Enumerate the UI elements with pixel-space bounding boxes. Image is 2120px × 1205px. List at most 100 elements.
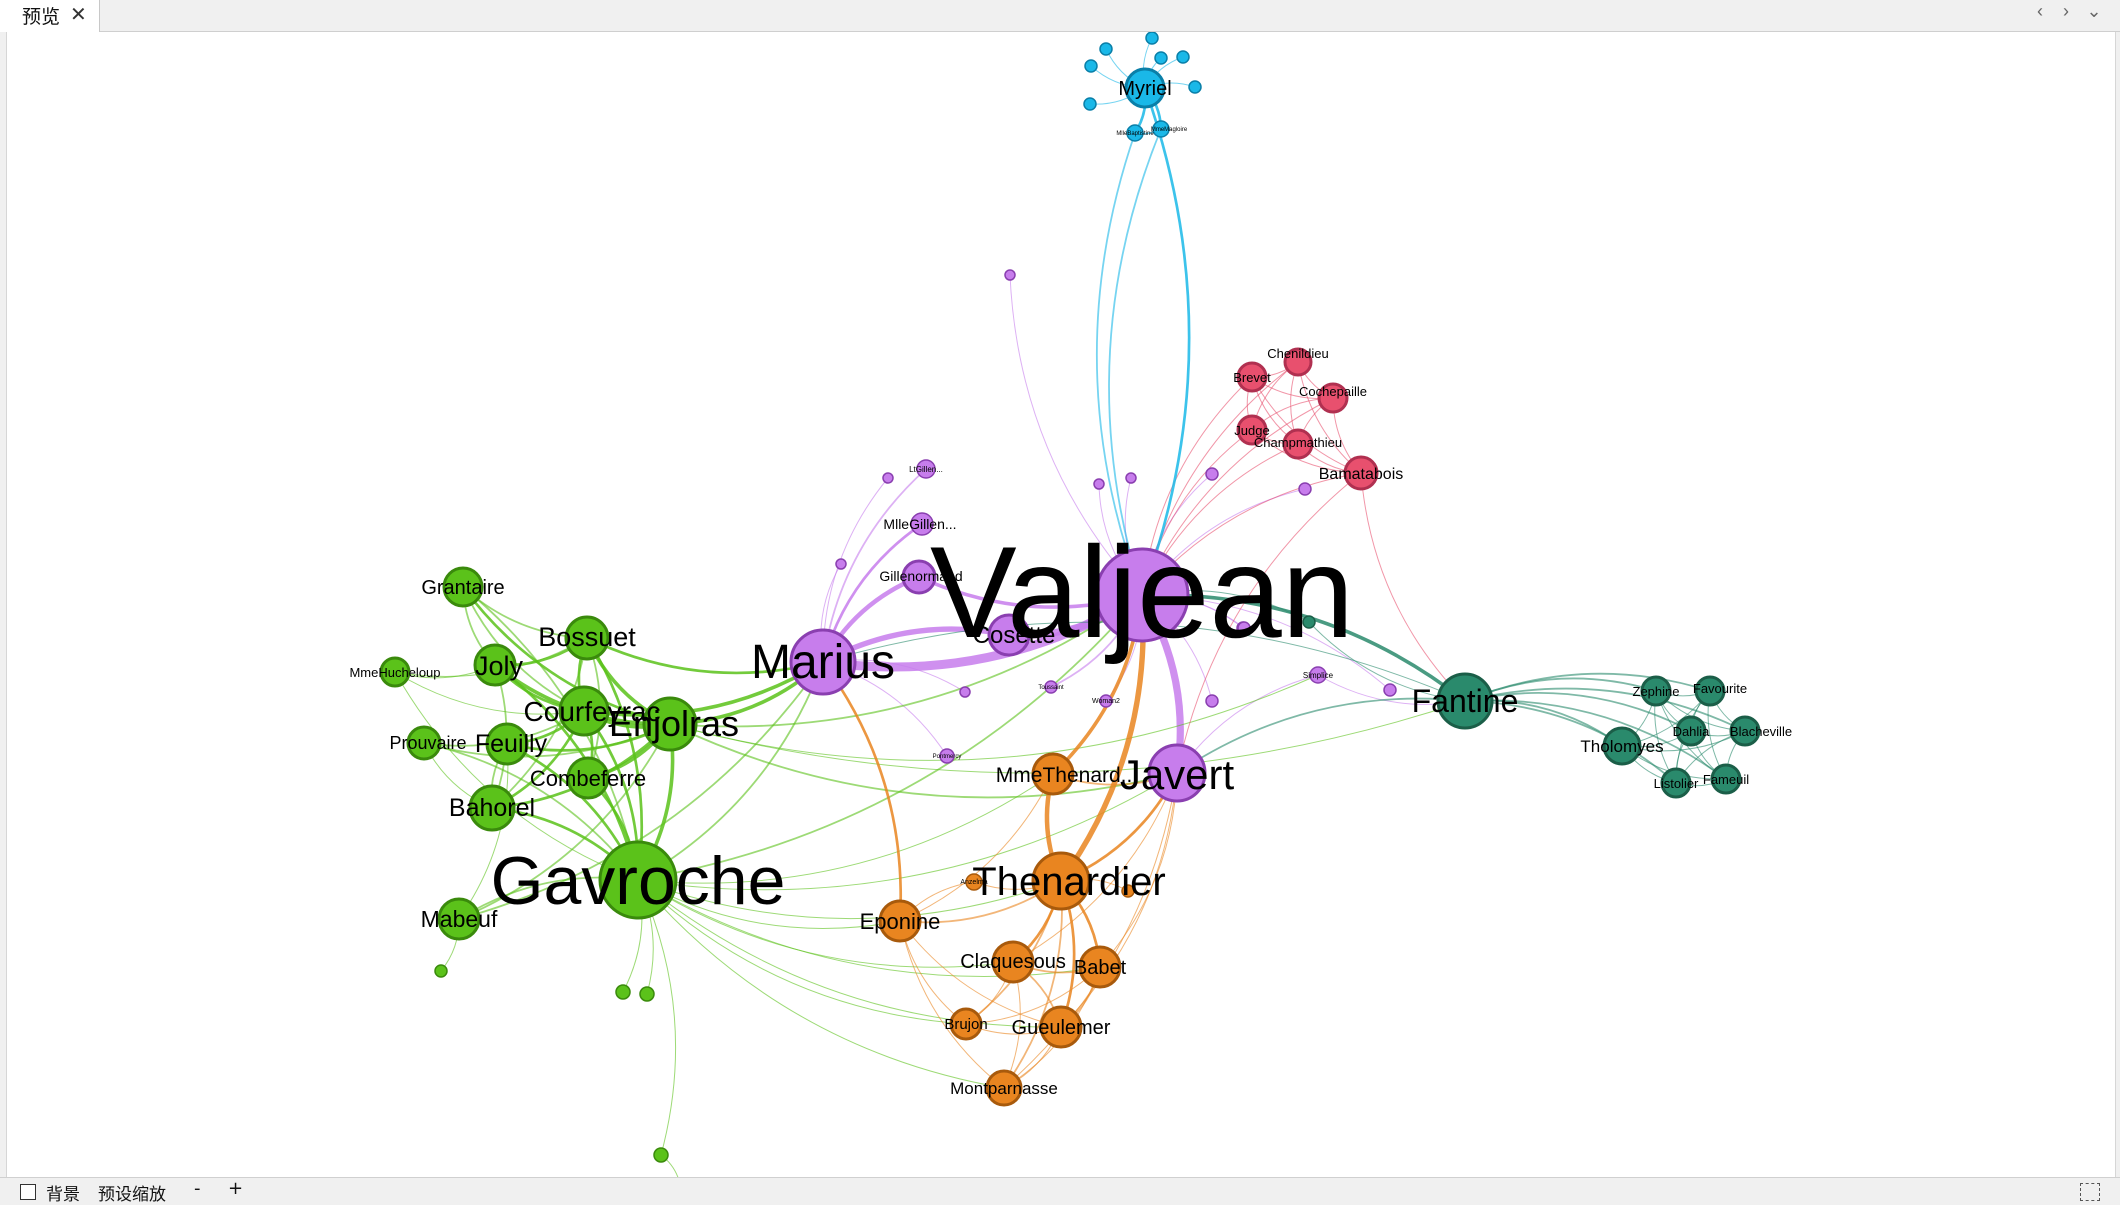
- node-pup2[interactable]: [1004, 269, 1016, 281]
- node-woman2[interactable]: [1099, 694, 1113, 708]
- node-pup7[interactable]: [1205, 694, 1219, 708]
- node-csm3[interactable]: [1176, 50, 1190, 64]
- node-csm6[interactable]: [1084, 59, 1098, 73]
- node-courfeyrac[interactable]: [558, 685, 610, 737]
- node-csm1[interactable]: [1099, 42, 1113, 56]
- node-gueulemer[interactable]: [1039, 1005, 1083, 1049]
- node-label-mlleb: MlleBaptistine: [1116, 131, 1154, 137]
- node-valjean[interactable]: [1094, 547, 1190, 643]
- node-brujon[interactable]: [949, 1007, 983, 1041]
- node-mabeuf[interactable]: [437, 897, 481, 941]
- node-pup6[interactable]: [959, 686, 971, 698]
- node-judge[interactable]: [1236, 414, 1268, 446]
- edge-eponine-marius: [821, 661, 902, 922]
- edge-chenildieu-bamatabois: [1297, 361, 1362, 474]
- edge-gavroche-claquesous: [637, 879, 1014, 968]
- node-label-enjolras: Enjolras: [609, 703, 739, 744]
- node-listolier[interactable]: [1660, 767, 1692, 799]
- node-label-mabeuf: Mabeuf: [421, 906, 498, 932]
- network-graph[interactable]: Valjean Marius Javert Cosette Gillenormand Ml…: [7, 32, 2115, 1177]
- chevron-down-icon[interactable]: ⌄: [2086, 1, 2102, 21]
- node-csm7[interactable]: [1154, 51, 1168, 65]
- node-osm1[interactable]: [1121, 884, 1135, 898]
- node-prouvaire[interactable]: [406, 725, 442, 761]
- node-pup12[interactable]: [1205, 467, 1219, 481]
- node-label-chenildieu: Chenildieu: [1267, 346, 1328, 361]
- background-checkbox[interactable]: [20, 1184, 36, 1200]
- node-favourite[interactable]: [1694, 675, 1726, 707]
- node-pup3[interactable]: [1093, 478, 1105, 490]
- node-simplice[interactable]: [1309, 666, 1327, 684]
- node-pup9[interactable]: [1298, 482, 1312, 496]
- node-ponmercy[interactable]: [939, 748, 955, 764]
- edge-eponine-gueulemer: [899, 920, 1062, 1028]
- node-myriel[interactable]: [1124, 67, 1166, 109]
- zoom-in-button[interactable]: +: [228, 1178, 244, 1199]
- node-label-valjean: Valjean: [930, 519, 1354, 665]
- node-cosette[interactable]: [987, 613, 1031, 657]
- node-brevet[interactable]: [1236, 361, 1268, 393]
- node-bossuet[interactable]: [564, 615, 610, 661]
- node-gillenormand[interactable]: [901, 559, 937, 595]
- node-toussaint[interactable]: [1044, 680, 1058, 694]
- node-mlleg[interactable]: [910, 512, 934, 536]
- edge-mmemag-valjean: [1108, 128, 1162, 596]
- chevron-left-icon[interactable]: ‹: [2037, 1, 2043, 21]
- node-mmehucheloup[interactable]: [379, 656, 411, 688]
- node-champmathieu[interactable]: [1282, 428, 1314, 460]
- node-tholomyes[interactable]: [1602, 726, 1642, 766]
- node-dahlia[interactable]: [1675, 715, 1707, 747]
- node-ltgil[interactable]: [916, 459, 936, 479]
- node-babet[interactable]: [1078, 945, 1122, 989]
- node-mmemag[interactable]: [1152, 120, 1170, 138]
- node-anzelma[interactable]: [965, 873, 983, 891]
- node-label-zephine: Zephine: [1633, 684, 1680, 699]
- node-pup1[interactable]: [882, 472, 894, 484]
- node-claquesous[interactable]: [991, 940, 1035, 984]
- fit-view-icon[interactable]: [2080, 1183, 2100, 1201]
- node-javert[interactable]: [1147, 743, 1207, 803]
- node-gsm3[interactable]: [639, 986, 655, 1002]
- node-gavroche[interactable]: [598, 840, 678, 920]
- node-combeferre[interactable]: [566, 756, 610, 800]
- node-fameuil[interactable]: [1710, 763, 1742, 795]
- node-csm4[interactable]: [1188, 80, 1202, 94]
- node-bamatabois[interactable]: [1343, 455, 1379, 491]
- node-pup10[interactable]: [1237, 621, 1251, 635]
- node-mlleb[interactable]: [1126, 124, 1144, 142]
- node-fantine[interactable]: [1436, 672, 1494, 730]
- close-icon[interactable]: ✕: [70, 4, 87, 26]
- node-grantaire[interactable]: [442, 566, 484, 608]
- node-thenardier[interactable]: [1031, 851, 1091, 911]
- node-csm2[interactable]: [1145, 32, 1159, 45]
- node-zephine[interactable]: [1640, 675, 1672, 707]
- zoom-out-button[interactable]: -: [194, 1178, 201, 1199]
- node-feuilly[interactable]: [485, 722, 529, 766]
- tab-preview[interactable]: 预览 ✕: [0, 0, 100, 32]
- preview-canvas[interactable]: Valjean Marius Javert Cosette Gillenormand Ml…: [6, 32, 2116, 1177]
- node-mmethenardier[interactable]: [1031, 752, 1075, 796]
- node-gsm2[interactable]: [615, 984, 631, 1000]
- node-blacheville[interactable]: [1729, 715, 1761, 747]
- node-pup4[interactable]: [1125, 472, 1137, 484]
- node-eponine[interactable]: [878, 899, 922, 943]
- node-chenildieu[interactable]: [1283, 347, 1313, 377]
- node-enjolras[interactable]: [642, 696, 698, 752]
- node-montparnasse[interactable]: [985, 1069, 1023, 1107]
- node-pup5[interactable]: [835, 558, 847, 570]
- node-label-gueulemer: Gueulemer: [1012, 1017, 1111, 1039]
- node-bahorel[interactable]: [468, 784, 516, 832]
- node-pup11[interactable]: [1383, 683, 1397, 697]
- node-gsm4[interactable]: [653, 1147, 669, 1163]
- node-marius[interactable]: [789, 628, 857, 696]
- node-tsm1[interactable]: [1302, 615, 1316, 629]
- chevron-right-icon[interactable]: ›: [2063, 1, 2069, 21]
- node-label-marius: Marius: [751, 636, 895, 689]
- node-label-myriel: Myriel: [1118, 78, 1171, 100]
- node-cochepaille[interactable]: [1317, 382, 1349, 414]
- node-csm5[interactable]: [1083, 97, 1097, 111]
- node-joly[interactable]: [473, 643, 517, 687]
- node-gsm1[interactable]: [434, 964, 448, 978]
- preset-zoom-button[interactable]: 预设缩放: [98, 1185, 166, 1205]
- background-label: 背景: [46, 1185, 80, 1205]
